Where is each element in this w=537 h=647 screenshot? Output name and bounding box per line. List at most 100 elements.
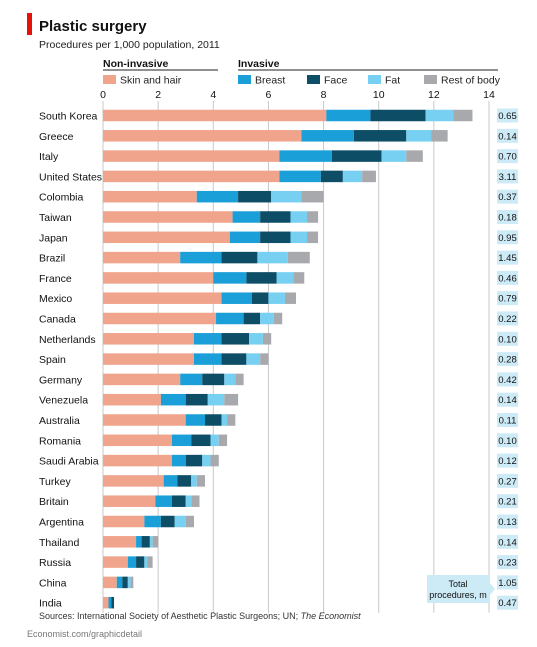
- source-note-text: Sources: International Society of Aesthe…: [39, 611, 301, 621]
- category-label-argentina: Argentina: [39, 517, 84, 529]
- bar-taiwan-skin-and-hair: [103, 211, 233, 223]
- category-labels: South Korea Greece Italy United States Colom…: [39, 111, 102, 610]
- bar-canada-fat: [260, 312, 274, 325]
- bar-argentina-face: [160, 515, 175, 528]
- legend-group-invasive: Invasive: [238, 58, 280, 70]
- category-label-germany: Germany: [39, 374, 83, 386]
- total-value-brazil: 1.45: [498, 253, 517, 264]
- bar-mexico-fat: [268, 292, 285, 304]
- x-tick-label-0: 0: [100, 89, 106, 101]
- bar-australia-rest-of-body: [227, 414, 236, 426]
- accent-bar: [27, 13, 32, 35]
- total-value-argentina: 0.13: [498, 517, 517, 528]
- bar-netherlands-skin-and-hair: [103, 333, 194, 345]
- bar-brazil-fat: [257, 251, 288, 264]
- bar-greece-face: [353, 130, 407, 142]
- bar-russia-skin-and-hair: [103, 556, 128, 568]
- bar-south-korea-face: [370, 109, 426, 122]
- bar-argentina-skin-and-hair: [103, 515, 145, 528]
- bar-china-face: [122, 576, 128, 589]
- bar-colombia-face: [238, 190, 272, 203]
- total-value-china: 1.05: [498, 578, 517, 589]
- bar-russia-rest-of-body: [147, 556, 153, 568]
- category-label-australia: Australia: [39, 415, 80, 427]
- category-label-china: China: [39, 577, 67, 589]
- bar-spain-rest-of-body: [260, 353, 269, 365]
- bar-greece-breast: [301, 130, 354, 142]
- bar-germany-fat: [224, 373, 236, 386]
- bar-turkey-rest-of-body: [196, 475, 206, 487]
- totals-column: 0.65 0.14 0.70 3.11 0.37 0.18 0.95 1.45 0.46 0.79…: [497, 108, 518, 610]
- total-value-france: 0.46: [498, 273, 517, 284]
- bar-taiwan-rest-of-body: [307, 211, 319, 223]
- bar-france-fat: [276, 272, 294, 284]
- total-value-turkey: 0.27: [498, 476, 517, 487]
- bar-taiwan-breast: [232, 211, 261, 223]
- bar-italy-skin-and-hair: [103, 150, 280, 162]
- bar-south-korea-fat: [425, 109, 454, 122]
- bar-argentina-rest-of-body: [185, 515, 194, 528]
- bar-france-face: [246, 272, 277, 284]
- total-value-thailand: 0.14: [498, 537, 517, 548]
- total-box-colombia: [497, 189, 518, 204]
- total-box-south-korea: [497, 108, 518, 123]
- total-box-netherlands: [497, 331, 518, 346]
- bar-colombia-rest-of-body: [301, 190, 324, 203]
- bar-russia-breast: [127, 556, 137, 568]
- bar-china-skin-and-hair: [103, 576, 117, 589]
- bar-japan-fat: [290, 231, 308, 244]
- bar-china-breast: [116, 576, 123, 589]
- total-value-spain: 0.28: [498, 355, 517, 366]
- bar-saudi-arabia-rest-of-body: [210, 454, 219, 467]
- legend-swatch-face: [307, 75, 320, 84]
- bar-germany-rest-of-body: [235, 373, 244, 386]
- bar-netherlands-face: [221, 333, 250, 345]
- bar-britain-breast: [155, 495, 172, 507]
- x-tick-label-2: 2: [155, 89, 161, 101]
- bar-greece-rest-of-body: [431, 130, 448, 142]
- bar-saudi-arabia-fat: [202, 454, 211, 467]
- legend-swatch-fat: [368, 75, 381, 84]
- total-value-romania: 0.10: [498, 436, 517, 447]
- x-tick-label-12: 12: [428, 89, 440, 101]
- bar-australia-fat: [221, 414, 228, 426]
- totals-note-line1: Total: [448, 579, 467, 589]
- bar-greece-skin-and-hair: [103, 130, 302, 142]
- total-box-india: [497, 595, 518, 610]
- footer-url: Economist.com/graphicdetail: [27, 629, 142, 639]
- bar-britain-skin-and-hair: [103, 495, 156, 507]
- bar-thailand-fat: [149, 536, 153, 548]
- total-box-thailand: [497, 534, 518, 549]
- bar-united-states-fat: [342, 170, 363, 183]
- category-label-brazil: Brazil: [39, 253, 65, 265]
- total-value-saudi-arabia: 0.12: [498, 456, 517, 467]
- bar-china-fat: [127, 576, 131, 589]
- category-label-thailand: Thailand: [39, 537, 79, 549]
- category-label-taiwan: Taiwan: [39, 212, 72, 224]
- total-value-colombia: 0.37: [498, 192, 517, 203]
- total-box-united-states: [497, 169, 518, 184]
- bar-britain-fat: [185, 495, 192, 507]
- totals-note-box: [427, 575, 490, 603]
- category-label-colombia: Colombia: [39, 192, 84, 204]
- bar-canada-rest-of-body: [273, 312, 283, 325]
- total-box-spain: [497, 352, 518, 367]
- x-tick-label-6: 6: [266, 89, 272, 101]
- category-label-russia: Russia: [39, 557, 71, 569]
- bar-australia-skin-and-hair: [103, 414, 186, 426]
- total-box-mexico: [497, 291, 518, 306]
- total-box-russia: [497, 555, 518, 570]
- total-box-brazil: [497, 250, 518, 265]
- total-value-italy: 0.70: [498, 152, 517, 163]
- total-box-greece: [497, 128, 518, 143]
- bar-germany-breast: [180, 373, 203, 386]
- total-box-germany: [497, 372, 518, 387]
- bar-turkey-face: [177, 475, 192, 487]
- legend-label-skin-and-hair: Skin and hair: [120, 75, 182, 87]
- x-tick-label-14: 14: [483, 89, 495, 101]
- bar-united-states-rest-of-body: [362, 170, 376, 183]
- bar-france-breast: [213, 272, 247, 284]
- totals-note: Total procedures, m: [427, 575, 495, 603]
- bar-japan-face: [260, 231, 291, 244]
- total-box-taiwan: [497, 210, 518, 224]
